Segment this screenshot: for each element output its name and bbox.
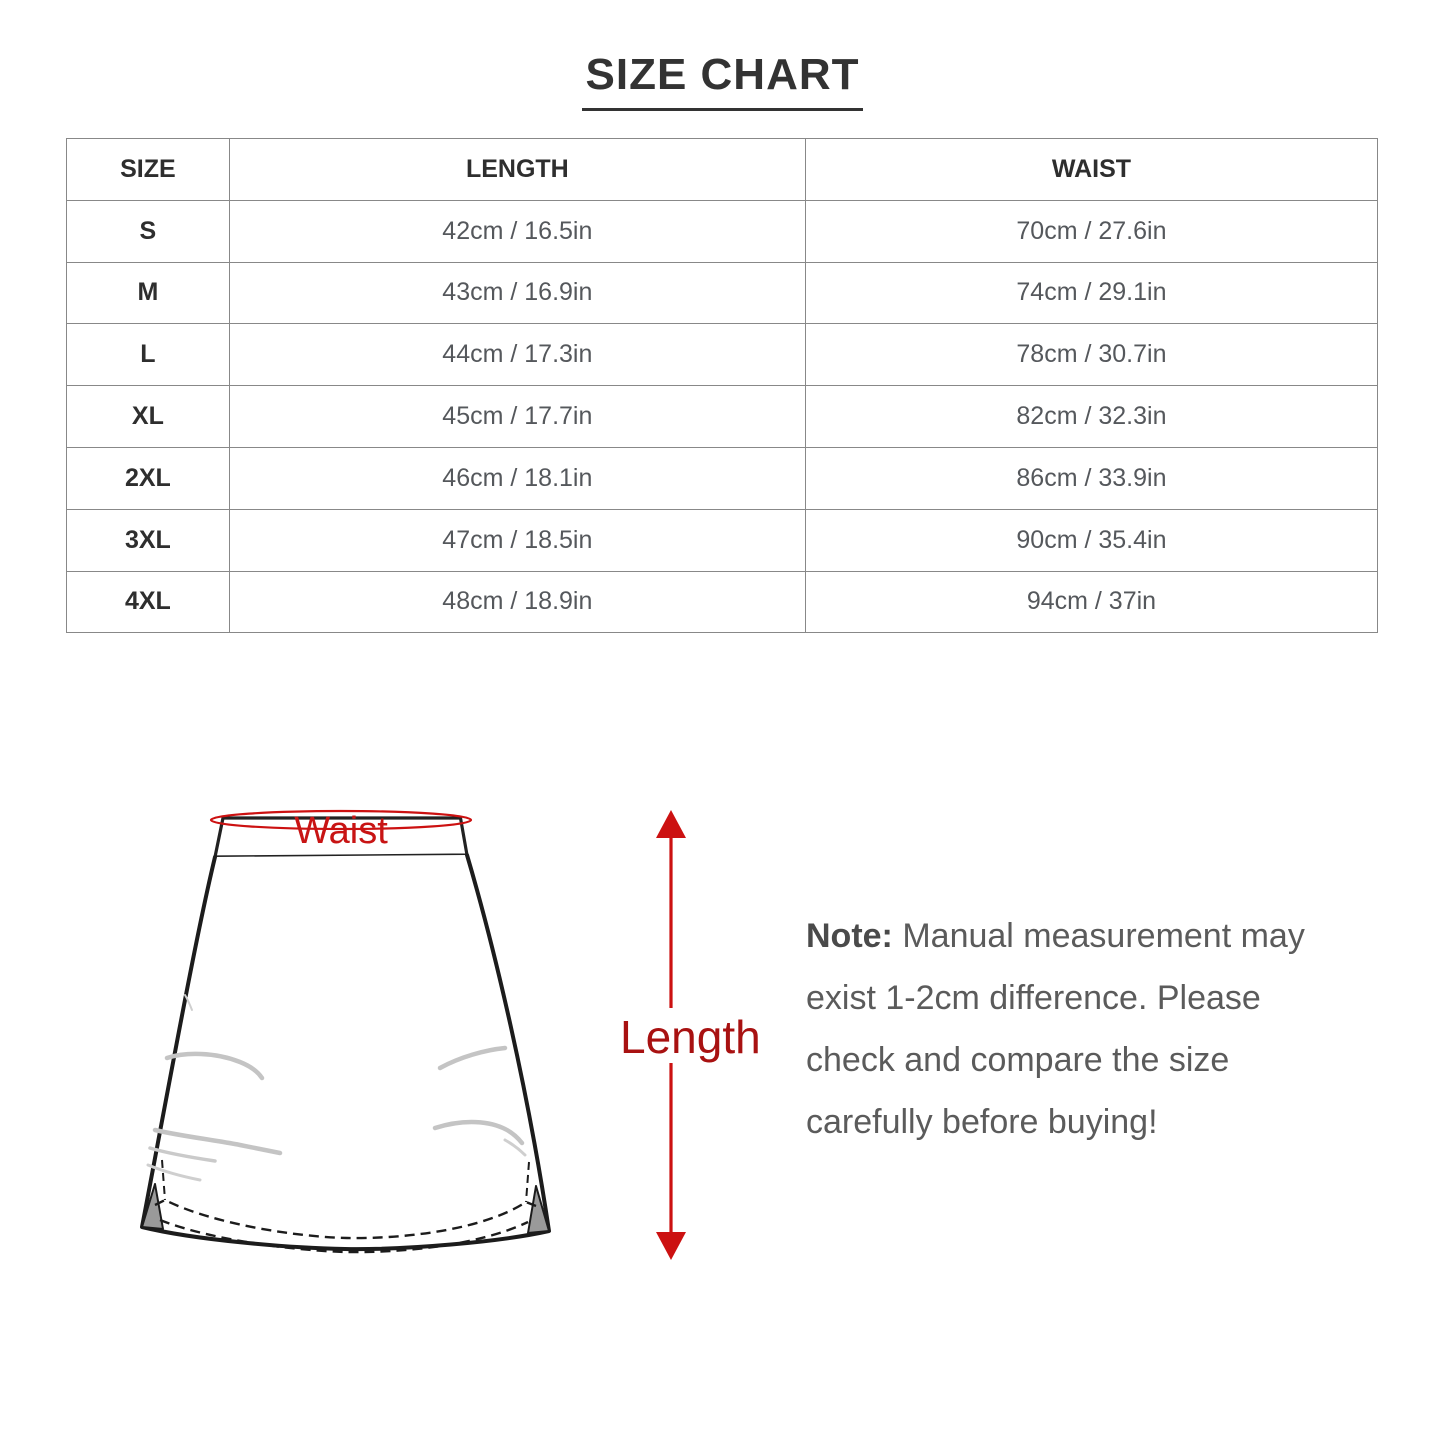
svg-text:Waist: Waist	[294, 810, 388, 852]
svg-text:Length: Length	[620, 1011, 761, 1063]
